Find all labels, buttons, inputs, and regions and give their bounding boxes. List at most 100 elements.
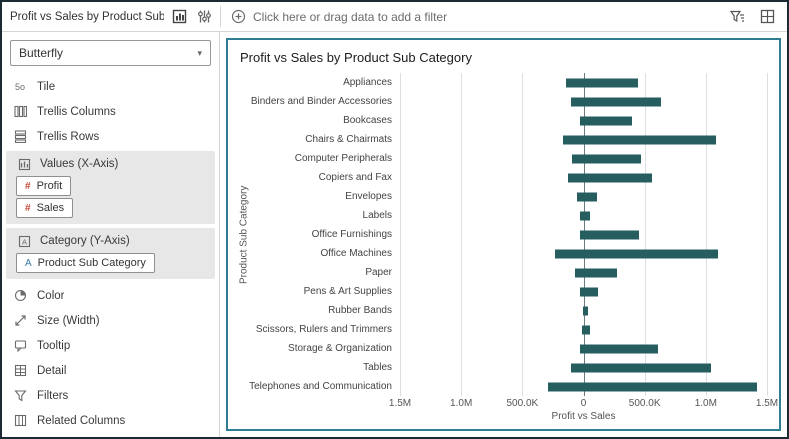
attribute-icon: A (25, 257, 32, 269)
grammar-panel-icon (172, 9, 187, 24)
bar-row (400, 187, 767, 206)
butterfly-bar[interactable] (580, 211, 591, 220)
butterfly-bar[interactable] (579, 230, 639, 239)
gridline (400, 73, 401, 396)
category-label: Bookcases (343, 115, 392, 126)
butterfly-bar[interactable] (582, 306, 589, 315)
slot-label: Detail (37, 364, 67, 377)
slot-detail[interactable]: Detail (2, 358, 219, 383)
slot-label: Tooltip (37, 339, 71, 352)
filter-bar[interactable]: Click here or drag data to add a filter (221, 2, 717, 31)
values-x-axis-section[interactable]: Values (X-Axis) # Profit # Sales (6, 151, 215, 224)
butterfly-bar[interactable] (579, 116, 633, 125)
plot-area (400, 73, 768, 396)
viz-header: Profit vs Sales by Product Sub... (2, 2, 220, 31)
gridline (644, 73, 646, 396)
topbar-divider (220, 6, 221, 27)
butterfly-bar[interactable] (567, 173, 652, 182)
canvas-layout-button[interactable] (757, 7, 777, 27)
x-tick-label: 1.5M (388, 398, 412, 409)
gridline (522, 73, 524, 396)
bars-container (400, 73, 767, 396)
category-label: Appliances (343, 77, 392, 88)
measure-chip-sales[interactable]: # Sales (16, 198, 74, 218)
properties-button[interactable] (194, 7, 214, 27)
slot-related-columns[interactable]: Related Columns (2, 408, 219, 433)
measure-icon: # (25, 180, 31, 192)
trellis-columns-icon (12, 105, 28, 118)
butterfly-bar[interactable] (580, 344, 659, 353)
butterfly-bar[interactable] (582, 325, 590, 334)
x-tick-label: 1.5M (755, 398, 779, 409)
category-label: Paper (365, 267, 392, 278)
category-label: Computer Peripherals (294, 153, 392, 164)
grid-icon (760, 9, 775, 24)
chip-label: Product Sub Category (37, 257, 146, 269)
trellis-rows-icon (12, 130, 28, 143)
measure-chip-profit[interactable]: # Profit (16, 176, 72, 196)
filter-options-button[interactable] (727, 7, 747, 27)
x-axis-title: Profit vs Sales (551, 411, 616, 422)
chart-type-value: Butterfly (19, 46, 64, 60)
butterfly-bar[interactable] (548, 382, 758, 391)
butterfly-bar[interactable] (580, 287, 598, 296)
y-axis-title: Product Sub Category (238, 185, 250, 284)
category-label: Labels (362, 210, 392, 221)
grammar-panel-toggle-button[interactable] (169, 7, 189, 27)
x-tick-label: 500.0K (506, 398, 539, 409)
add-filter-icon (231, 9, 246, 24)
butterfly-bar[interactable] (562, 135, 716, 144)
tile-icon: 5o (14, 81, 25, 92)
content-area: Butterfly ▾ 5o Tile Trellis Columns Trel… (2, 32, 787, 437)
x-tick-label: 1.0M (450, 398, 473, 409)
slot-size-width[interactable]: Size (Width) (2, 308, 219, 333)
size-icon (12, 314, 28, 327)
slot-label: Tile (37, 80, 56, 93)
chart-type-dropdown[interactable]: Butterfly ▾ (10, 40, 211, 66)
slot-tile[interactable]: 5o Tile (2, 74, 219, 99)
bar-row (400, 263, 767, 282)
bar-row (400, 301, 767, 320)
category-label: Envelopes (345, 191, 392, 202)
measure-icon: # (25, 202, 31, 214)
bar-row (400, 168, 767, 187)
svg-text:A: A (21, 237, 26, 246)
tooltip-icon (12, 339, 28, 352)
sliders-icon (197, 9, 212, 24)
chip-label: Sales (36, 202, 65, 214)
category-y-axis-section[interactable]: A Category (Y-Axis) A Product Sub Catego… (6, 228, 215, 279)
category-labels: Appliances Binders and Binder Accessories… (249, 73, 400, 396)
bar-row (400, 339, 767, 358)
slot-tooltip[interactable]: Tooltip (2, 333, 219, 358)
slot-trellis-rows[interactable]: Trellis Rows (2, 124, 219, 149)
butterfly-bar[interactable] (571, 97, 661, 106)
gridline (767, 73, 768, 396)
filter-bar-prompt: Click here or drag data to add a filter (253, 9, 448, 24)
slot-label: Size (Width) (37, 314, 100, 327)
bar-row (400, 73, 767, 92)
color-icon (12, 289, 28, 302)
slot-filters[interactable]: Filters (2, 383, 219, 408)
category-label: Binders and Binder Accessories (250, 96, 392, 107)
butterfly-bar[interactable] (571, 154, 641, 163)
attribute-chip-product-sub-category[interactable]: A Product Sub Category (16, 253, 155, 273)
category-label: Telephones and Communication (249, 381, 392, 392)
butterfly-bar[interactable] (571, 363, 711, 372)
category-section-label: Category (Y-Axis) (40, 235, 130, 247)
top-bar: Profit vs Sales by Product Sub... Click … (2, 2, 787, 32)
category-section-header: A Category (Y-Axis) (12, 231, 209, 251)
butterfly-bar[interactable] (574, 268, 617, 277)
x-tick-label: 1.0M (694, 398, 717, 409)
bar-row (400, 206, 767, 225)
category-label: Pens & Art Supplies (303, 286, 392, 297)
butterfly-bar[interactable] (554, 249, 719, 258)
slot-trellis-columns[interactable]: Trellis Columns (2, 99, 219, 124)
butterfly-bar[interactable] (566, 78, 638, 87)
visualization-panel[interactable]: Profit vs Sales by Product Sub Category … (226, 38, 781, 431)
axis-spacer (236, 396, 400, 411)
slot-color[interactable]: Color (2, 283, 219, 308)
bar-row (400, 111, 767, 130)
butterfly-bar[interactable] (576, 192, 597, 201)
detail-icon (12, 364, 28, 377)
